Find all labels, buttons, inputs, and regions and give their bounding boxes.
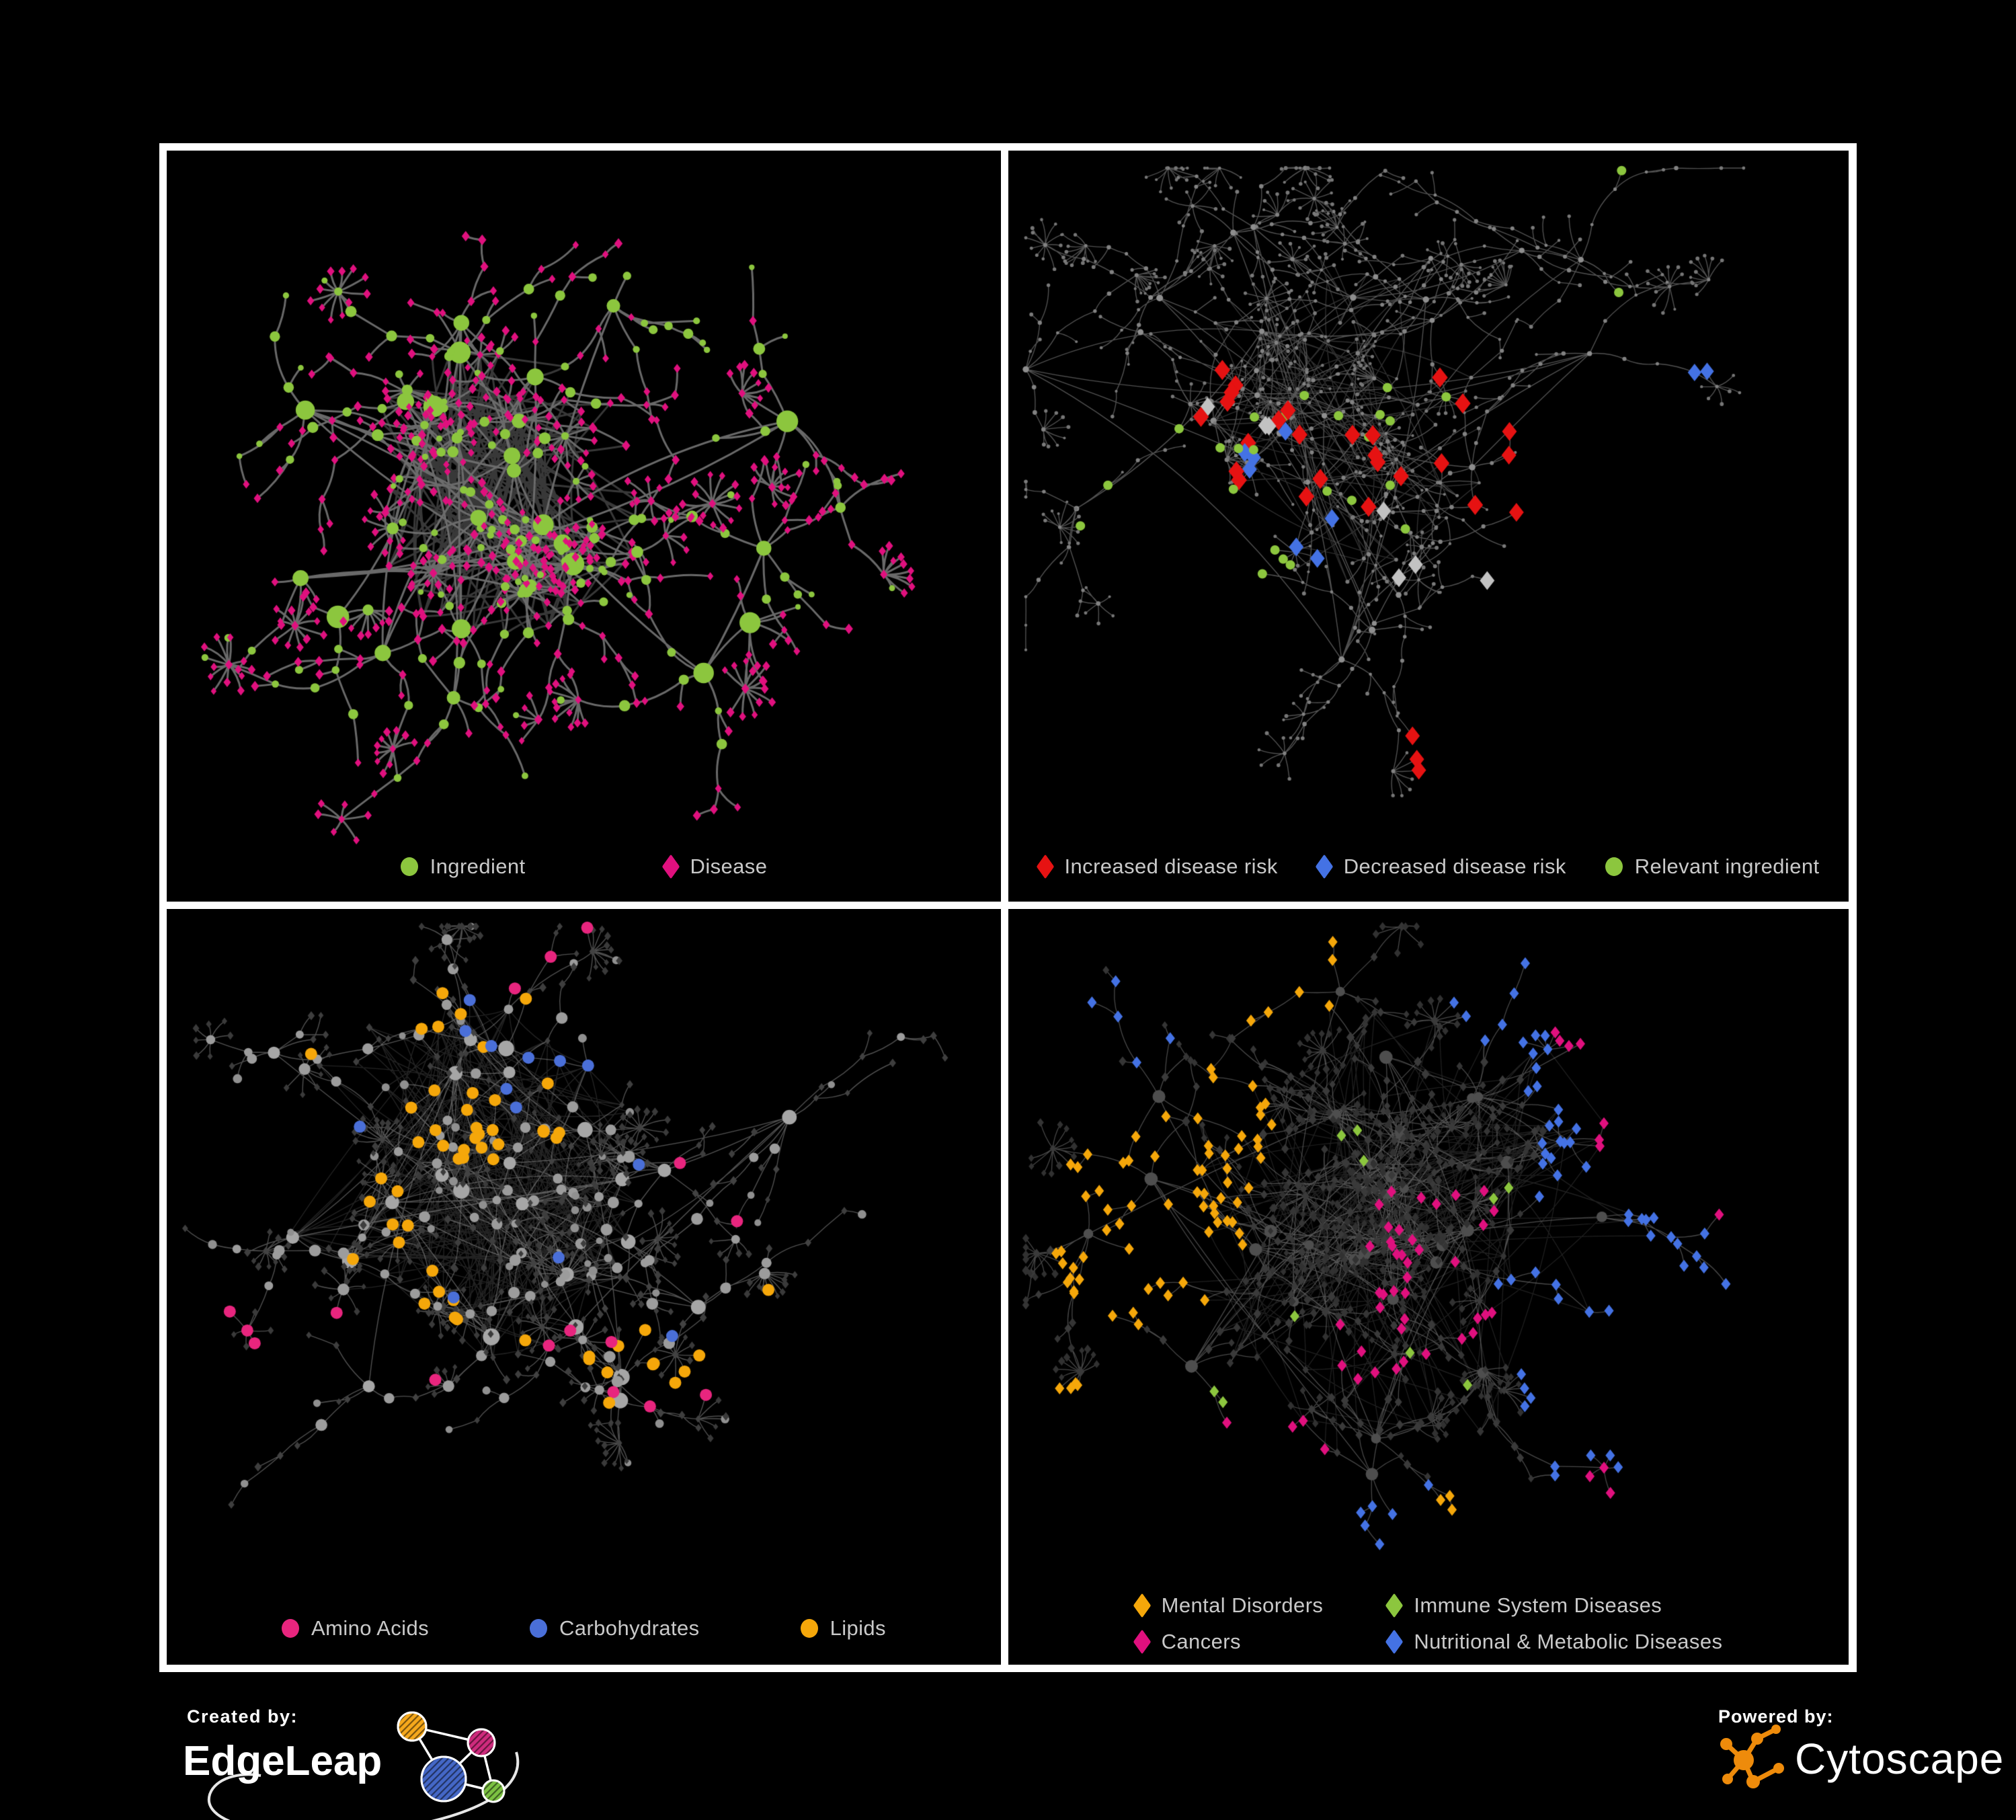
legend-swatch-diamond bbox=[1133, 1593, 1151, 1618]
edgeleap-network-icon bbox=[397, 1711, 506, 1803]
legend-swatch-diamond bbox=[1315, 854, 1333, 879]
powered-by-block: Powered by: Cytoscape bbox=[1714, 1704, 2003, 1801]
legend-label: Ingredient bbox=[430, 855, 526, 878]
legend-swatch-circle bbox=[1605, 857, 1623, 876]
legend-item-increased-disease-risk: Increased disease risk bbox=[1036, 854, 1278, 879]
edgeleap-brand-text: EdgeLeap bbox=[183, 1738, 382, 1784]
legend-label: Mental Disorders bbox=[1161, 1593, 1324, 1617]
cytoscape-logo: Powered by: Cytoscape bbox=[1718, 1706, 2003, 1788]
legend-label: Relevant ingredient bbox=[1634, 855, 1820, 878]
legend-label: Amino Acids bbox=[311, 1616, 430, 1640]
legend-item-nutritional-metabolic-diseases: Nutritional & Metabolic Diseases bbox=[1385, 1629, 1723, 1655]
legend-label: Lipids bbox=[830, 1616, 886, 1640]
legend-item-lipids: Lipids bbox=[800, 1616, 886, 1640]
legend-swatch-circle bbox=[400, 857, 418, 876]
panel-disease-categories: Mental Disorders Immune System Diseases Ca… bbox=[1008, 909, 1849, 1665]
legend-disease-risk: Increased disease risk Decreased disease … bbox=[1008, 854, 1849, 879]
legend-item-carbohydrates: Carbohydrates bbox=[530, 1616, 700, 1640]
legend-item-relevant-ingredient: Relevant ingredient bbox=[1605, 855, 1820, 879]
legend-swatch-circle bbox=[800, 1619, 818, 1638]
legend-item-mental-disorders: Mental Disorders bbox=[1133, 1593, 1324, 1618]
legend-label: Immune System Diseases bbox=[1414, 1593, 1662, 1617]
network-canvas-disease-categories bbox=[1008, 909, 1849, 1665]
legend-item-amino-acids: Amino Acids bbox=[282, 1616, 429, 1640]
panel-macronutrients: Amino Acids Carbohydrates Lipids bbox=[167, 909, 1001, 1665]
legend-label: Carbohydrates bbox=[559, 1616, 700, 1640]
legend-swatch-diamond bbox=[1385, 1593, 1404, 1618]
legend-macronutrients: Amino Acids Carbohydrates Lipids bbox=[167, 1616, 1001, 1640]
legend-label: Decreased disease risk bbox=[1343, 855, 1566, 878]
legend-ingredient-disease: Ingredient Disease bbox=[167, 854, 1001, 879]
legend-item-disease: Disease bbox=[661, 854, 768, 879]
legend-swatch-circle bbox=[530, 1619, 548, 1638]
powered-by-label: Powered by: bbox=[1718, 1706, 1834, 1727]
legend-swatch-diamond bbox=[1385, 1629, 1404, 1655]
legend-item-decreased-disease-risk: Decreased disease risk bbox=[1315, 854, 1566, 879]
network-canvas-ingredient-disease bbox=[167, 151, 1001, 902]
network-canvas-disease-risk bbox=[1008, 151, 1849, 902]
created-by-block: Created by: EdgeLeap bbox=[180, 1700, 557, 1820]
legend-swatch-circle bbox=[282, 1619, 300, 1638]
legend-item-ingredient: Ingredient bbox=[400, 855, 526, 879]
legend-label: Disease bbox=[690, 855, 768, 878]
panel-ingredient-disease: Ingredient Disease bbox=[167, 151, 1001, 902]
cytoscape-brand-text: Cytoscape bbox=[1795, 1735, 2003, 1783]
cytoscape-icon bbox=[1720, 1725, 1784, 1788]
legend-label: Nutritional & Metabolic Diseases bbox=[1414, 1630, 1723, 1653]
legend-label: Cancers bbox=[1161, 1630, 1241, 1653]
network-canvas-macronutrients bbox=[167, 909, 1001, 1665]
legend-swatch-diamond bbox=[1133, 1629, 1151, 1655]
legend-label: Increased disease risk bbox=[1064, 855, 1278, 878]
legend-item-cancers: Cancers bbox=[1133, 1629, 1241, 1655]
edgeleap-logo: Created by: EdgeLeap bbox=[183, 1706, 520, 1820]
legend-item-immune-system-diseases: Immune System Diseases bbox=[1385, 1593, 1662, 1618]
created-by-label: Created by: bbox=[187, 1706, 298, 1727]
legend-swatch-diamond bbox=[661, 854, 680, 879]
legend-swatch-diamond bbox=[1036, 854, 1054, 879]
panel-disease-risk: Increased disease risk Decreased disease … bbox=[1008, 151, 1849, 902]
legend-disease-categories: Mental Disorders Immune System Diseases Ca… bbox=[1008, 1593, 1849, 1655]
